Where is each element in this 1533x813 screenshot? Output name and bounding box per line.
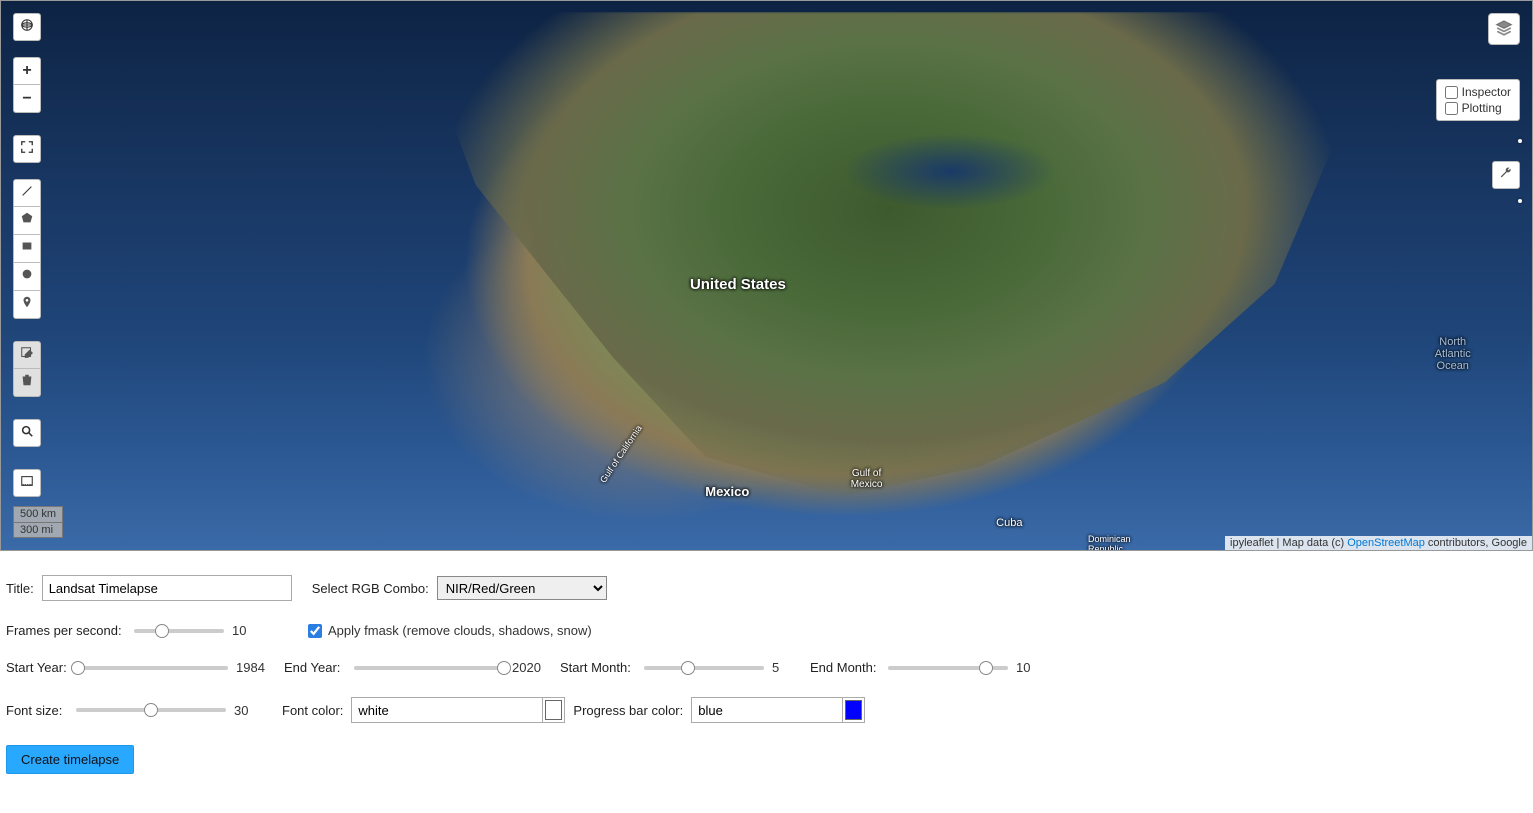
wrench-icon (1499, 166, 1513, 185)
end-year-label: End Year: (284, 660, 346, 675)
minus-icon: − (22, 90, 31, 108)
inspector-checkbox[interactable] (1445, 86, 1458, 99)
fmask-label: Apply fmask (remove clouds, shadows, sno… (328, 623, 592, 638)
map-label-cuba: Cuba (996, 517, 1022, 529)
edit-icon (20, 346, 34, 365)
end-year-slider[interactable] (354, 666, 504, 670)
map-container[interactable]: United States Mexico Cuba Gulf of Mexico… (0, 0, 1533, 551)
rgb-select[interactable]: NIR/Red/Green (437, 576, 607, 600)
line-icon (20, 184, 34, 203)
create-timelapse-button[interactable]: Create timelapse (6, 745, 134, 774)
plotting-toggle[interactable]: Plotting (1445, 100, 1511, 116)
title-label: Title: (6, 581, 34, 596)
fps-label: Frames per second: (6, 623, 126, 638)
scale-bar: 500 km 300 mi (13, 506, 63, 538)
timelapse-form: Title: Select RGB Combo: NIR/Red/Green F… (0, 551, 1533, 794)
end-month-label: End Month: (810, 660, 880, 675)
map-dot-2 (1518, 199, 1522, 203)
progress-color-picker[interactable] (691, 697, 865, 723)
end-month-value: 10 (1016, 660, 1046, 675)
draw-circle-button[interactable] (13, 263, 41, 291)
circle-icon (20, 267, 34, 286)
start-month-slider[interactable] (644, 666, 764, 670)
search-button[interactable] (13, 419, 41, 447)
camera-button[interactable] (13, 469, 41, 497)
toggle-panel: Inspector Plotting (1436, 79, 1520, 121)
fullscreen-icon (20, 140, 34, 159)
map-lakes (843, 133, 1057, 210)
fmask-toggle[interactable]: Apply fmask (remove clouds, shadows, sno… (308, 623, 592, 638)
font-color-label: Font color: (282, 703, 343, 718)
camera-icon (20, 474, 34, 493)
search-icon (20, 424, 34, 443)
map-label-dominican: Dominican Republic (1088, 534, 1131, 551)
end-month-slider[interactable] (888, 666, 1008, 670)
draw-rectangle-button[interactable] (13, 235, 41, 263)
draw-polygon-button[interactable] (13, 207, 41, 235)
scale-km: 500 km (14, 507, 62, 522)
marker-icon (20, 295, 34, 314)
plus-icon: + (22, 62, 31, 80)
zoom-in-button[interactable]: + (13, 57, 41, 85)
globe-icon (20, 18, 34, 37)
square-icon (20, 239, 34, 258)
map-dot-1 (1518, 139, 1522, 143)
edit-layers-button[interactable] (13, 341, 41, 369)
progress-color-input[interactable] (692, 698, 842, 722)
font-size-label: Font size: (6, 703, 68, 718)
attrib-prefix: ipyleaflet | Map data (c) (1230, 537, 1347, 549)
font-color-picker[interactable] (351, 697, 565, 723)
attrib-suffix: contributors, Google (1425, 537, 1527, 549)
font-color-swatch[interactable] (545, 700, 562, 720)
map-label-atlantic: North Atlantic Ocean (1435, 336, 1471, 372)
inspector-label: Inspector (1462, 85, 1511, 99)
start-month-label: Start Month: (560, 660, 636, 675)
layers-button[interactable] (1488, 13, 1520, 45)
globe-button[interactable] (13, 13, 41, 41)
delete-layers-button[interactable] (13, 369, 41, 397)
map-attribution: ipyleaflet | Map data (c) OpenStreetMap … (1225, 536, 1532, 550)
map-label-mexico: Mexico (705, 484, 749, 499)
fps-value: 10 (232, 623, 272, 638)
zoom-out-button[interactable]: − (13, 85, 41, 113)
fmask-checkbox[interactable] (308, 624, 322, 638)
plotting-label: Plotting (1462, 101, 1502, 115)
font-size-value: 30 (234, 703, 274, 718)
draw-polyline-button[interactable] (13, 179, 41, 207)
progress-color-label: Progress bar color: (573, 703, 683, 718)
title-input[interactable] (42, 575, 292, 601)
map-label-gulf-mexico: Gulf of Mexico (851, 468, 883, 490)
pentagon-icon (20, 211, 34, 230)
scale-mi: 300 mi (14, 523, 62, 537)
layers-icon (1495, 19, 1513, 40)
start-year-value: 1984 (236, 660, 276, 675)
fps-slider[interactable] (134, 629, 224, 633)
font-color-input[interactable] (352, 698, 542, 722)
start-month-value: 5 (772, 660, 802, 675)
osm-link[interactable]: OpenStreetMap (1347, 537, 1425, 549)
start-year-slider[interactable] (78, 666, 228, 670)
end-year-value: 2020 (512, 660, 552, 675)
inspector-toggle[interactable]: Inspector (1445, 84, 1511, 100)
plotting-checkbox[interactable] (1445, 102, 1458, 115)
wrench-button[interactable] (1492, 161, 1520, 189)
font-size-slider[interactable] (76, 708, 226, 712)
map-label-us: United States (690, 276, 786, 293)
progress-color-swatch[interactable] (845, 700, 862, 720)
start-year-label: Start Year: (6, 660, 70, 675)
rgb-label: Select RGB Combo: (312, 581, 429, 596)
trash-icon (20, 373, 34, 392)
draw-marker-button[interactable] (13, 291, 41, 319)
fullscreen-button[interactable] (13, 135, 41, 163)
